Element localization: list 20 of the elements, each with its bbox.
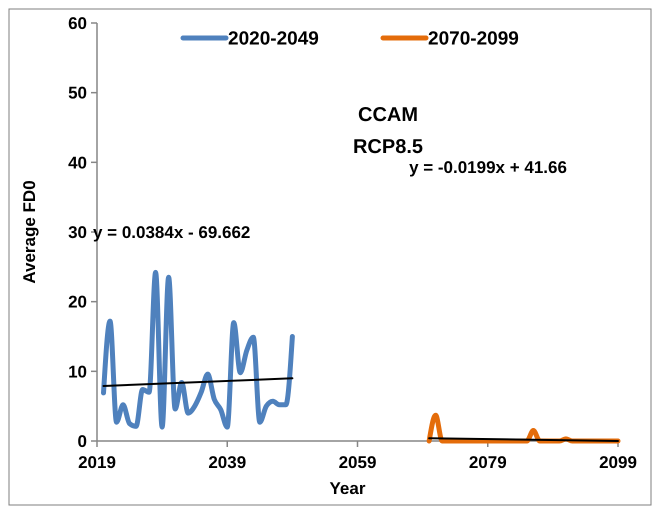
y-tick-label: 60 <box>68 14 87 33</box>
legend-label: 2020-2049 <box>228 28 319 50</box>
annotation: y = 0.0384x - 69.662 <box>93 223 250 242</box>
y-tick-label: 50 <box>68 84 87 103</box>
x-tick-label: 2099 <box>599 453 637 472</box>
y-tick-label: 10 <box>68 362 87 382</box>
x-tick-label: 2059 <box>338 453 376 472</box>
annotation: RCP8.5 <box>352 136 424 158</box>
legend-label: 2070-2099 <box>428 28 519 50</box>
annotation: y = -0.0199x + 41.66 <box>409 158 567 177</box>
y-tick-label: 20 <box>68 292 87 312</box>
x-axis-title: Year <box>330 479 366 498</box>
y-tick-label: 0 <box>78 432 87 451</box>
annotation: CCAM <box>358 104 418 126</box>
y-tick-label: 30 <box>68 222 87 242</box>
y-axis-title: Average FD0 <box>20 180 39 284</box>
x-tick-label: 2039 <box>208 453 246 472</box>
y-tick-label: 40 <box>68 153 87 172</box>
x-tick-label: 2019 <box>78 453 116 472</box>
x-tick-label: 2079 <box>468 453 507 472</box>
